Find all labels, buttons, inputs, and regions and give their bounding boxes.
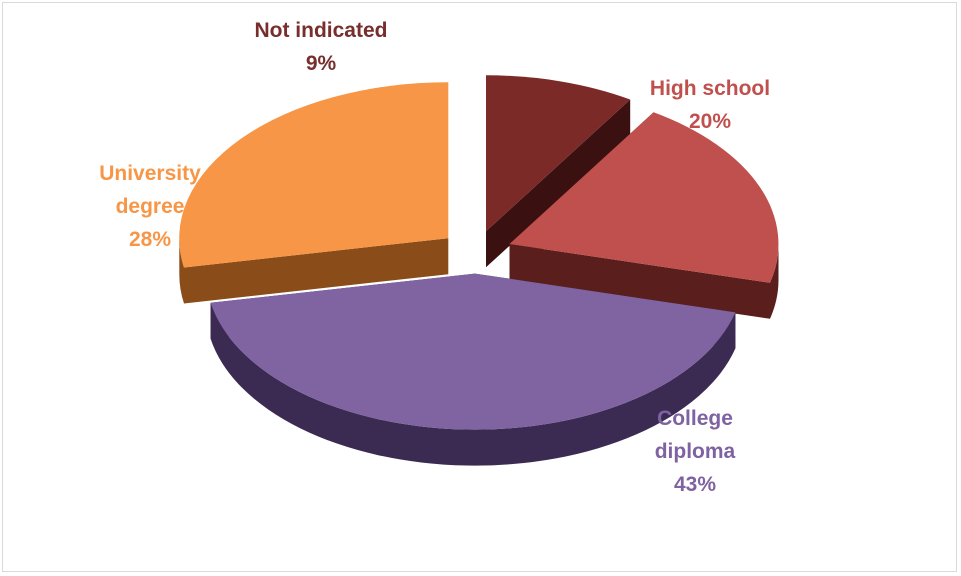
pie-top-not-indicated — [486, 75, 631, 232]
pie-wall-start — [184, 238, 449, 304]
data-label-university-degree: University degree 28% — [40, 157, 260, 256]
data-label-high-school-name: High school — [649, 77, 771, 100]
pie-tops — [179, 75, 779, 430]
data-label-college-diploma-name-line1: College — [657, 407, 733, 430]
pie-wall-end — [509, 244, 770, 319]
pie-outer-wall — [210, 302, 736, 466]
data-label-college-diploma: College diploma 43% — [570, 402, 820, 501]
data-label-college-diploma-name-line2: diploma — [654, 440, 736, 463]
pie-wall-end — [486, 99, 631, 268]
pie-outer-wall — [770, 244, 779, 319]
data-label-university-degree-name-line2: degree — [115, 195, 185, 218]
pie-top-university-degree — [179, 82, 449, 268]
pie-top-college-diploma — [210, 273, 736, 430]
data-label-college-diploma-value: 43% — [673, 473, 717, 496]
data-label-university-degree-name-line1: University — [99, 162, 201, 185]
data-label-high-school: High school 20% — [590, 72, 830, 138]
pie-slice-not-indicated — [486, 99, 631, 268]
data-label-high-school-value: 20% — [688, 110, 732, 133]
data-label-not-indicated-name: Not indicated — [254, 19, 388, 42]
pie-slice-university-degree — [179, 238, 449, 304]
pie-outer-wall — [179, 238, 184, 304]
data-label-not-indicated: Not indicated 9% — [196, 14, 446, 80]
data-label-university-degree-value: 28% — [128, 228, 172, 251]
pie-top-high-school — [509, 112, 779, 283]
data-label-not-indicated-value: 9% — [305, 52, 337, 75]
